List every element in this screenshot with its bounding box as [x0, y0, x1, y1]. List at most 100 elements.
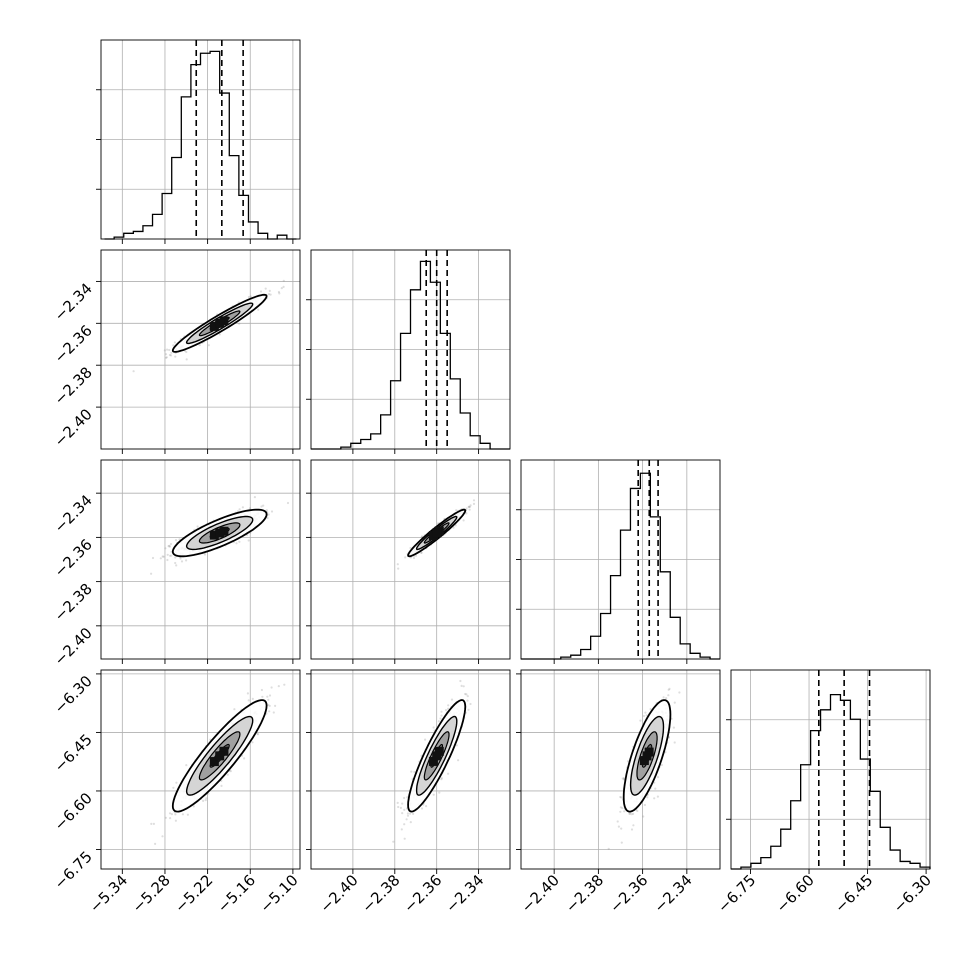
sample-point	[235, 542, 238, 545]
sample-point	[278, 292, 281, 295]
sample-point	[218, 333, 221, 336]
sample-point	[437, 720, 440, 723]
scatter-panel-0-2: −2.40−2.38−2.36−2.34	[51, 459, 301, 669]
histogram-step	[311, 260, 510, 450]
sample-point	[619, 795, 622, 799]
sample-point	[174, 556, 177, 559]
sample-point	[662, 696, 665, 699]
sample-point	[164, 353, 168, 356]
sample-point	[420, 535, 424, 538]
sample-point	[170, 351, 173, 354]
sample-point	[174, 813, 177, 816]
axes-frame	[310, 669, 511, 870]
sample-point	[168, 348, 171, 352]
sample-point	[392, 840, 395, 843]
sample-point	[468, 508, 471, 511]
sample-point	[472, 502, 476, 505]
sample-point	[466, 695, 469, 698]
sample-point	[409, 546, 412, 550]
density-peak-cell	[215, 318, 225, 328]
sample-point	[175, 564, 178, 567]
sample-point	[205, 797, 208, 800]
sample-point	[397, 805, 400, 809]
sample-point	[447, 772, 450, 775]
sample-point	[425, 805, 428, 808]
axes-frame	[310, 459, 511, 660]
sample-point	[256, 732, 259, 735]
scatter-panel-2-3: −2.40−2.38−2.36−2.34	[516, 669, 721, 916]
sample-point	[440, 710, 443, 713]
sample-point	[247, 699, 250, 702]
sample-point	[181, 813, 184, 816]
sample-point	[667, 688, 670, 691]
sample-point	[420, 551, 423, 554]
sample-point	[180, 560, 184, 563]
scatter-panel-1-2	[306, 459, 511, 664]
sample-point	[172, 786, 175, 789]
x-tick-label: −6.60	[773, 871, 818, 916]
density-peak-cell	[209, 757, 219, 767]
x-tick-label: −5.10	[256, 871, 301, 916]
sample-point	[649, 708, 652, 711]
sample-point	[173, 341, 176, 344]
sample-point	[645, 714, 648, 717]
x-tick-label: −2.40	[518, 871, 563, 916]
sample-point	[424, 738, 427, 741]
sample-point	[261, 695, 264, 698]
sample-point	[152, 822, 155, 826]
sample-point	[178, 538, 181, 541]
sample-point	[644, 711, 647, 714]
sample-point	[465, 512, 468, 515]
sample-point	[265, 509, 268, 512]
sample-point	[169, 554, 172, 557]
y-tick-label: −2.36	[51, 535, 96, 580]
sample-point	[168, 812, 172, 815]
sample-point	[642, 815, 645, 818]
sample-point	[267, 513, 270, 516]
x-tick-label: −2.36	[606, 871, 651, 916]
sample-point	[672, 726, 676, 729]
sample-point	[246, 692, 249, 695]
sample-point	[164, 547, 167, 550]
x-tick-label: −6.30	[890, 871, 935, 916]
sample-point	[401, 812, 404, 815]
sample-point	[452, 526, 455, 529]
sample-point	[447, 707, 450, 710]
sample-point	[270, 686, 273, 689]
sample-point	[459, 679, 462, 683]
density-peak-cell	[209, 321, 219, 331]
sample-point	[174, 355, 177, 358]
sample-point	[267, 293, 271, 296]
sample-point	[653, 797, 656, 800]
y-tick-label: −2.34	[51, 280, 96, 325]
sample-point	[401, 802, 404, 805]
density-peak-cell	[639, 756, 649, 766]
sample-point	[396, 563, 399, 566]
sample-point	[267, 698, 270, 701]
sample-point	[616, 820, 619, 823]
sample-point	[660, 763, 663, 767]
density-peak-cell	[215, 751, 225, 761]
sample-point	[409, 821, 412, 824]
sample-point	[238, 508, 241, 511]
sample-point	[403, 823, 406, 826]
y-tick-label: −2.38	[51, 580, 96, 625]
sample-point	[420, 807, 424, 810]
sample-point	[621, 777, 624, 780]
sample-point	[163, 349, 166, 352]
sample-point	[467, 505, 470, 509]
sample-point	[620, 796, 623, 799]
sample-point	[262, 504, 265, 507]
sample-point	[673, 701, 676, 704]
sample-point	[440, 777, 443, 780]
sample-point	[174, 561, 177, 565]
x-tick-label: −2.34	[442, 871, 487, 916]
sample-point	[166, 553, 169, 556]
sample-point	[678, 691, 681, 694]
sample-point	[628, 812, 631, 815]
sample-point	[169, 354, 173, 357]
density-peak-cell	[642, 751, 652, 761]
y-tick-label: −2.40	[51, 624, 96, 669]
x-tick-label: −5.22	[171, 871, 216, 916]
sample-point	[198, 344, 201, 347]
